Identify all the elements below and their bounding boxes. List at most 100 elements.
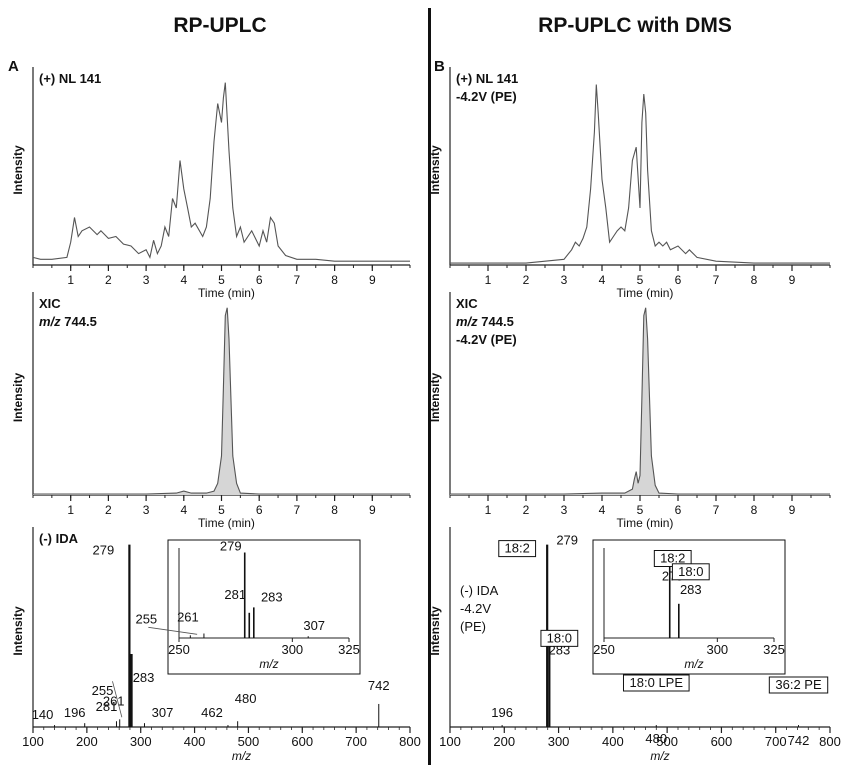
b-bot-annotation: (-) IDA: [460, 583, 499, 598]
b-top-tick-label: 7: [713, 273, 720, 287]
a-mid-tick-label: 9: [369, 503, 376, 517]
a-bot-peak-label-480: 480: [235, 691, 257, 706]
a-bot-tick-label: 200: [76, 734, 98, 749]
a-bot-inset-peak-label-307: 307: [303, 618, 325, 633]
a-bot-inset-leader: [148, 626, 198, 635]
a-mid-annotation: m/z 744.5: [39, 314, 97, 329]
b-bot-inset-tick-label: 250: [593, 642, 615, 657]
a-bot-peak-label-279: 279: [93, 543, 115, 558]
a-top-tick-label: 8: [331, 273, 338, 287]
b-mid-x-label: Time (min): [617, 516, 674, 530]
b-bot-tick-label: 400: [602, 734, 624, 749]
a-top-tick-label: 6: [256, 273, 263, 287]
a-top-tick-label: 4: [180, 273, 187, 287]
a-bot-tick-label: 800: [399, 734, 421, 749]
a-bot-peak-label-281: 281: [96, 699, 118, 714]
a-bot-inset-peak-label-261: 261: [177, 610, 199, 625]
a-top-tick-label: 1: [67, 273, 74, 287]
b-mid-annotation: -4.2V (PE): [456, 332, 517, 347]
b-top-tick-label: 5: [637, 273, 644, 287]
a-top-tick-label: 3: [143, 273, 150, 287]
a-mid-tick-label: 6: [256, 503, 263, 517]
b-bot-tag-lpe: 18:0 LPE: [630, 675, 684, 690]
b-bot-tag-pe: 36:2 PE: [775, 677, 822, 692]
b-bot-inset-tick-label: 325: [763, 642, 785, 657]
a-mid-y-label: Intensity: [11, 373, 25, 423]
b-bot-x-label: m/z: [650, 749, 669, 763]
b-top-tick-label: 4: [599, 273, 606, 287]
b-top-series-line: [450, 84, 830, 264]
a-bot-inset-tick-label: 325: [338, 642, 360, 657]
b-mid-tick-label: 8: [751, 503, 758, 517]
a-top-annotation: (+) NL 141: [39, 71, 101, 86]
b-bot-tick-label: 500: [656, 734, 678, 749]
b-bot-annotation: -4.2V: [460, 601, 491, 616]
a-bot-peak-label-261: 261: [103, 693, 125, 708]
a-bot-inset-x-label: m/z: [259, 657, 278, 671]
b-mid-tick-label: 2: [523, 503, 530, 517]
b-mid-y-label: Intensity: [428, 373, 442, 423]
a-bot-inset-frame: [167, 539, 361, 675]
a-bot-leader-255: [112, 681, 123, 718]
b-bot-peak-label-196: 196: [491, 705, 513, 720]
b-bot-tick-label: 800: [819, 734, 841, 749]
a-bot-inset-peak-label-281: 281: [224, 587, 246, 602]
a-bot-annotation: (-) IDA: [39, 531, 79, 546]
a-top-tick-label: 7: [294, 273, 301, 287]
a-mid-annotation: XIC: [39, 296, 61, 311]
panel-divider: [428, 8, 431, 765]
b-bot-tick-label: 600: [711, 734, 733, 749]
a-bot-peak-label-255: 255: [92, 683, 114, 698]
b-mid-tick-label: 7: [713, 503, 720, 517]
a-bot-inset-tick-label: 250: [168, 642, 190, 657]
b-bot-inset-tag-18-0-box: [671, 563, 710, 581]
panel-letter-a: A: [8, 58, 19, 75]
a-mid-tick-label: 7: [294, 503, 301, 517]
a-bot-peak-label-283: 283: [133, 670, 155, 685]
a-bot-peak-label-140: 140: [32, 707, 54, 722]
a-mid-series-line: [33, 307, 410, 495]
a-bot-peak-label-196: 196: [64, 705, 86, 720]
a-mid-tick-label: 4: [180, 503, 187, 517]
panel-letter-b: B: [434, 58, 445, 75]
b-top-annotation: -4.2V (PE): [456, 89, 517, 104]
b-mid-tick-label: 1: [485, 503, 492, 517]
b-bot-tag-18-2-box: [498, 540, 537, 558]
b-top-tick-label: 3: [561, 273, 568, 287]
b-mid-tick-label: 3: [561, 503, 568, 517]
a-mid-tick-label: 8: [331, 503, 338, 517]
b-top-tick-label: 6: [675, 273, 682, 287]
b-bot-tag-18-0-box: [540, 629, 579, 647]
b-mid-annotation: XIC: [456, 296, 478, 311]
b-top-tick-label: 1: [485, 273, 492, 287]
a-bot-tick-label: 500: [238, 734, 260, 749]
b-bot-peak-label-742: 742: [788, 733, 810, 748]
b-bot-tag-pe-box: [768, 676, 829, 694]
b-bot-inset-tag-18-2: 18:2: [660, 551, 685, 566]
a-bot-inset-peak-label-279: 279: [220, 539, 242, 554]
a-top-x-label: Time (min): [198, 286, 255, 300]
b-bot-tick-label: 100: [439, 734, 461, 749]
a-mid-tick-label: 3: [143, 503, 150, 517]
b-bot-peak-label-279: 279: [556, 533, 578, 548]
a-mid-tick-label: 1: [67, 503, 74, 517]
header-left: RP-UPLC: [173, 14, 267, 37]
b-top-y-label: Intensity: [428, 145, 442, 195]
b-mid-tick-label: 9: [789, 503, 796, 517]
a-bot-inset-peak-label-283: 283: [261, 589, 283, 604]
b-bot-inset-tag-18-0: 18:0: [678, 564, 703, 579]
a-bot-tick-label: 300: [130, 734, 152, 749]
b-mid-annotation: m/z 744.5: [456, 314, 514, 329]
b-bot-annotation: (PE): [460, 619, 486, 634]
a-mid-x-label: Time (min): [198, 516, 255, 530]
b-bot-y-label: Intensity: [428, 606, 442, 656]
b-top-x-label: Time (min): [617, 286, 674, 300]
b-mid-tick-label: 6: [675, 503, 682, 517]
b-bot-peak-label-480: 480: [645, 731, 667, 746]
b-bot-inset-tick-label: 300: [706, 642, 728, 657]
a-bot-inset-peak-label-255: 255: [135, 611, 157, 626]
a-mid-tick-label: 2: [105, 503, 112, 517]
a-bot-tick-label: 600: [291, 734, 313, 749]
b-top-tick-label: 8: [751, 273, 758, 287]
